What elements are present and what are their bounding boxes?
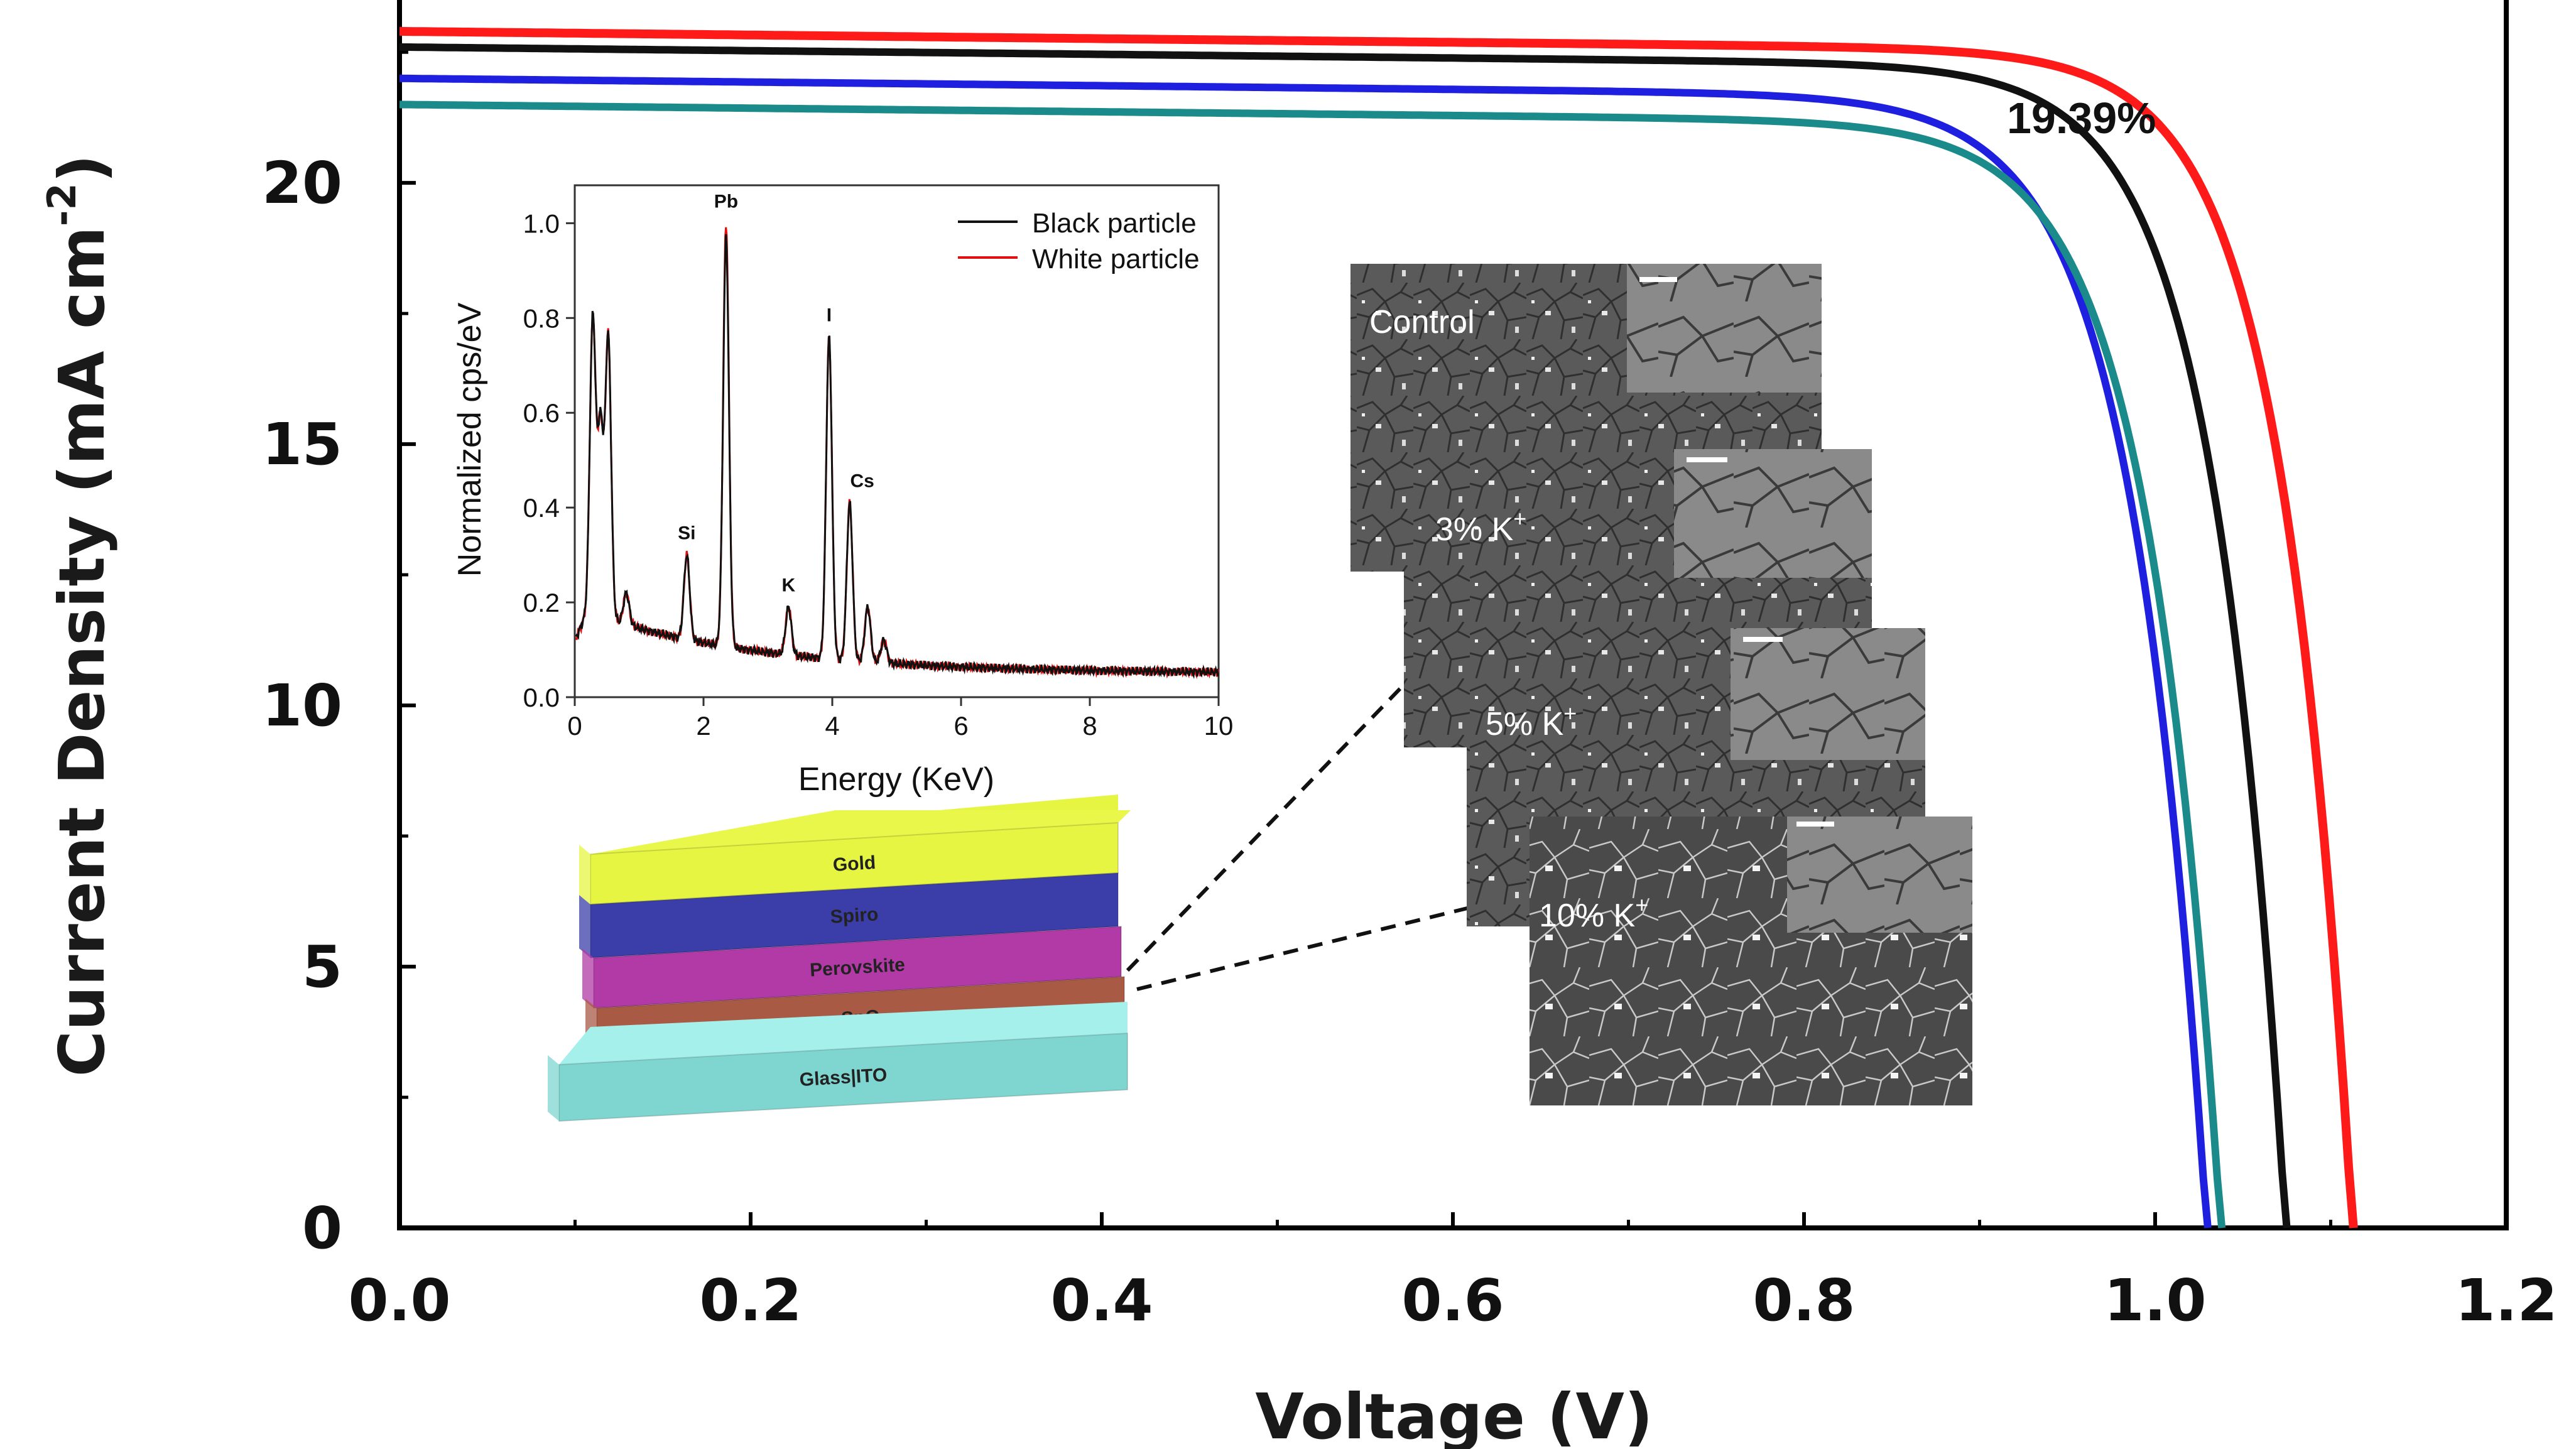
inset-y-tick-label: 0.8 bbox=[523, 303, 560, 333]
sem-label-3k-sup: + bbox=[1513, 506, 1526, 531]
gold-top-face bbox=[590, 810, 1131, 854]
stack-layer-spiro: Spiro bbox=[579, 872, 1119, 959]
x-axis-title: Voltage (V) bbox=[1255, 1380, 1653, 1449]
y-axis-title-main: Current Density (mA cm bbox=[45, 226, 119, 1077]
eds-peak-labels: Pb I Cs Si K bbox=[678, 191, 874, 595]
stack-layer-gold: Gold bbox=[579, 795, 1131, 906]
inset-y-title: Normalized cps/eV bbox=[452, 302, 488, 577]
inset-x-tick-label: 10 bbox=[1204, 711, 1234, 741]
sem-label-10k: 10% K bbox=[1539, 898, 1636, 934]
svg-text:Current Density (mA cm-2): Current Density (mA cm-2) bbox=[39, 155, 119, 1077]
sem-label-control: Control bbox=[1369, 304, 1475, 340]
eds-peak-label: Si bbox=[678, 523, 695, 544]
sem-zoom-3k bbox=[1674, 449, 1872, 578]
eds-series-1 bbox=[575, 227, 1220, 680]
inset-y-tick-label: 0.0 bbox=[523, 683, 560, 712]
inset-x-tick-label: 8 bbox=[1082, 711, 1097, 741]
y-tick-label: 20 bbox=[262, 149, 342, 217]
efficiency-annotation: 19.39% bbox=[2007, 94, 2156, 143]
sem-zoom-control bbox=[1627, 264, 1822, 393]
eds-peak-label: Cs bbox=[850, 471, 874, 492]
y-tick-label: 0 bbox=[302, 1195, 342, 1262]
y-axis-title-sup: -2 bbox=[39, 183, 85, 226]
sem-image-10k: 10% K+ bbox=[1530, 817, 1972, 1105]
inset-y-tick-label: 0.4 bbox=[523, 493, 560, 523]
stack-layer-perovskite: Perovskite bbox=[582, 925, 1122, 1009]
device-stack-illustration: GoldSpiroPerovskiteSnOGlass|ITO bbox=[548, 795, 1131, 1122]
x-tick-label: 1.0 bbox=[2104, 1267, 2207, 1334]
eds-spectra bbox=[575, 227, 1220, 680]
svg-text:10% K+: 10% K+ bbox=[1539, 892, 1648, 934]
eds-series-0 bbox=[575, 234, 1219, 680]
stack-layer-glassito: Glass|ITO bbox=[548, 1002, 1128, 1122]
legend-label-black: Black particle bbox=[1032, 208, 1197, 239]
sem-zoom-5k bbox=[1731, 628, 1925, 760]
inset-tick-labels: 0 2 4 6 8 10 0.0 0.2 0.4 0.6 0.8 1.0 bbox=[523, 209, 1234, 741]
x-tick-label: 1.2 bbox=[2455, 1267, 2558, 1334]
x-tick-label: 0.0 bbox=[349, 1267, 451, 1334]
eds-inset: 0 2 4 6 8 10 0.0 0.2 0.4 0.6 0.8 1.0 Pb I Cs Si K Energ… bbox=[452, 184, 1234, 798]
inset-y-tick-label: 0.2 bbox=[523, 588, 560, 617]
jv-curve-3 bbox=[399, 100, 2226, 1229]
eds-peak-label: Pb bbox=[714, 191, 738, 212]
y-axis-title: Current Density (mA cm-2) bbox=[39, 155, 119, 1077]
svg-text:3% K+: 3% K+ bbox=[1435, 506, 1526, 548]
main-ticks bbox=[398, 50, 2508, 1230]
jv-curve-1 bbox=[399, 43, 2291, 1229]
svg-text:5% K+: 5% K+ bbox=[1486, 700, 1577, 742]
inset-y-tick-label: 0.6 bbox=[523, 398, 560, 428]
sem-label-10k-sup: + bbox=[1635, 892, 1648, 918]
inset-x-tick-label: 6 bbox=[954, 711, 968, 741]
jv-curve-0 bbox=[399, 26, 2358, 1229]
inset-x-title: Energy (KeV) bbox=[798, 761, 994, 798]
eds-peak-label: K bbox=[781, 575, 795, 596]
inset-ticks bbox=[566, 222, 1220, 706]
inset-legend: Black particle White particle bbox=[958, 208, 1200, 274]
y-tick-label: 5 bbox=[302, 933, 342, 1001]
sem-zoom-10k bbox=[1787, 817, 1972, 933]
legend-label-red: White particle bbox=[1032, 244, 1200, 274]
sem-image-stack: Control 3% K+ 5% K+ 10% K+ bbox=[1350, 264, 1972, 1105]
inset-x-tick-label: 2 bbox=[696, 711, 710, 741]
inset-x-tick-label: 4 bbox=[825, 711, 839, 741]
stack-layer-label: Gold bbox=[832, 852, 876, 876]
y-tick-label: 15 bbox=[262, 411, 342, 478]
inset-frame bbox=[573, 184, 1220, 698]
x-tick-label: 0.6 bbox=[1402, 1267, 1504, 1334]
x-tick-label: 0.2 bbox=[700, 1267, 802, 1334]
eds-peak-label: I bbox=[827, 305, 832, 325]
x-tick-label: 0.8 bbox=[1753, 1267, 1856, 1334]
jv-curves bbox=[399, 26, 2358, 1229]
x-tick-label: 0.4 bbox=[1051, 1267, 1153, 1334]
connector-upper bbox=[1126, 680, 1409, 972]
inset-x-tick-label: 0 bbox=[567, 711, 582, 741]
sem-label-5k-sup: + bbox=[1563, 700, 1577, 726]
sem-label-3k: 3% K bbox=[1435, 511, 1514, 548]
sem-label-5k: 5% K bbox=[1486, 706, 1564, 742]
jv-curve-2 bbox=[399, 74, 2212, 1229]
stack-layer-label: Spiro bbox=[830, 904, 879, 927]
connector-lower bbox=[1136, 906, 1470, 991]
y-tick-label: 10 bbox=[262, 672, 342, 739]
y-axis-title-close: ) bbox=[45, 155, 119, 183]
inset-y-tick-label: 1.0 bbox=[523, 209, 560, 238]
connector-lines bbox=[1126, 680, 1470, 991]
